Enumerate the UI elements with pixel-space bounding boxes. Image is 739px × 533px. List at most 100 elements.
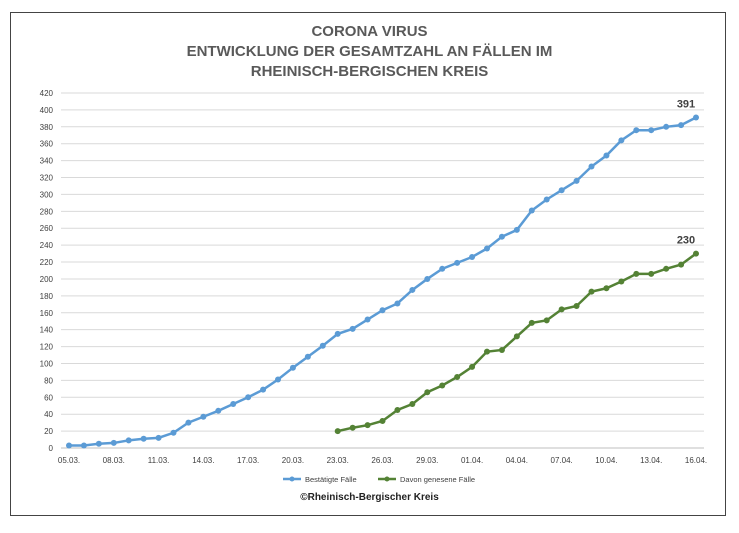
data-point: [349, 325, 356, 332]
data-point: [80, 442, 87, 449]
x-tick-label: 01.04.: [461, 456, 483, 465]
x-tick-label: 07.04.: [551, 456, 573, 465]
y-tick-label: 40: [44, 410, 53, 419]
data-label: 391: [677, 99, 695, 111]
data-point: [663, 265, 670, 272]
data-point: [439, 265, 446, 272]
data-point: [633, 270, 640, 277]
data-point: [603, 285, 610, 292]
title-line-2: ENTWICKLUNG DER GESAMTZAHL AN FÄLLEN IM: [186, 43, 553, 60]
data-point: [334, 428, 341, 435]
data-point: [379, 307, 386, 314]
data-point: [409, 286, 416, 293]
y-tick-label: 200: [40, 275, 54, 284]
data-point: [140, 435, 147, 442]
data-point: [155, 434, 162, 441]
y-tick-label: 180: [40, 292, 54, 301]
data-point: [289, 364, 296, 371]
y-tick-label: 220: [40, 258, 54, 267]
data-point: [379, 417, 386, 424]
data-point: [588, 288, 595, 295]
series-line-1: [337, 252, 697, 433]
data-point: [364, 316, 371, 323]
data-point: [125, 437, 132, 444]
data-point: [185, 419, 192, 426]
data-point: [275, 376, 281, 383]
x-tick-label: 13.04.: [640, 456, 662, 465]
data-point: [543, 317, 550, 324]
data-point: [498, 346, 505, 353]
data-point: [618, 137, 625, 144]
y-tick-label: 240: [40, 241, 54, 250]
data-point: [469, 363, 476, 370]
data-point: [678, 261, 685, 268]
data-point: [618, 278, 625, 285]
data-point: [648, 270, 655, 277]
data-point: [648, 127, 655, 134]
x-tick-label: 17.03.: [237, 456, 259, 465]
data-point: [513, 333, 520, 340]
data-point: [394, 406, 401, 413]
y-tick-label: 60: [44, 393, 53, 402]
data-point: [693, 250, 699, 257]
y-tick-label: 400: [40, 106, 54, 115]
x-tick-label: 20.03.: [282, 456, 304, 465]
data-point: [334, 330, 341, 337]
legend-marker: [384, 476, 390, 482]
data-point: [484, 348, 490, 355]
data-point: [484, 245, 490, 252]
data-point: [573, 303, 580, 309]
y-tick-label: 80: [44, 376, 53, 385]
data-point: [454, 259, 461, 266]
y-tick-label: 420: [40, 89, 54, 98]
data-point: [200, 413, 207, 420]
y-tick-label: 100: [40, 359, 54, 368]
data-point: [230, 401, 237, 408]
y-tick-label: 260: [40, 224, 54, 233]
y-tick-label: 120: [40, 343, 54, 352]
data-point: [573, 177, 580, 184]
data-point: [95, 440, 102, 447]
y-tick-label: 140: [40, 326, 54, 335]
data-point: [603, 152, 610, 159]
data-point: [66, 442, 72, 449]
data-point: [469, 253, 476, 260]
y-tick-label: 360: [40, 140, 54, 149]
chart-title: CORONA VIRUS ENTWICKLUNG DER GESAMTZAHL …: [0, 22, 739, 82]
data-point: [319, 342, 326, 349]
data-point: [454, 374, 461, 380]
data-point: [439, 382, 446, 389]
data-point: [424, 389, 431, 396]
data-point: [528, 319, 535, 326]
y-tick-label: 0: [49, 444, 54, 453]
x-tick-label: 14.03.: [192, 456, 214, 465]
y-tick-label: 380: [40, 123, 54, 132]
x-tick-label: 10.04.: [595, 456, 617, 465]
legend-label: Bestätigte Fälle: [305, 475, 357, 484]
data-point: [304, 353, 311, 360]
data-point: [558, 306, 565, 313]
data-point: [498, 233, 505, 240]
x-tick-label: 08.03.: [103, 456, 125, 465]
data-point: [633, 127, 640, 134]
data-point: [215, 407, 222, 414]
credit-text: ©Rheinisch-Bergischer Kreis: [300, 492, 439, 503]
title-line-3: RHEINISCH-BERGISCHEN KREIS: [250, 63, 489, 80]
data-point: [364, 422, 371, 429]
x-tick-label: 29.03.: [416, 456, 438, 465]
data-point: [349, 424, 356, 431]
y-tick-label: 20: [44, 427, 53, 436]
y-tick-label: 300: [40, 190, 54, 199]
data-point: [260, 386, 267, 393]
data-point: [424, 275, 431, 282]
legend-marker: [289, 476, 295, 482]
legend-label: Davon genesene Fälle: [400, 475, 475, 484]
data-point: [513, 226, 520, 233]
x-tick-label: 11.03.: [148, 456, 170, 465]
data-point: [543, 196, 550, 203]
data-point: [245, 394, 252, 401]
data-point: [394, 300, 401, 307]
series-line-0: [69, 116, 697, 447]
data-point: [678, 122, 685, 129]
x-tick-label: 26.03.: [371, 456, 393, 465]
